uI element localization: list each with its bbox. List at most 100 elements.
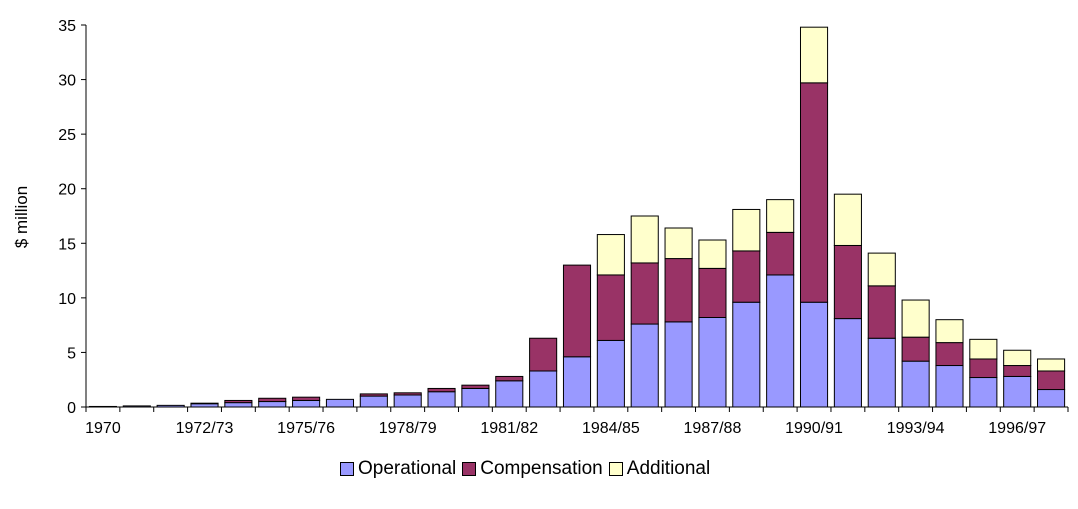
bar-compensation-1982-83 xyxy=(529,337,558,372)
bar-compensation-1991-92 xyxy=(833,244,862,320)
bar-compensation-1997-98 xyxy=(1037,370,1066,391)
bar-additional-1994-95 xyxy=(935,319,964,344)
bar-operational-1971-72 xyxy=(156,404,185,408)
bar-operational-1995-96 xyxy=(969,377,998,408)
bar-operational-1980-81 xyxy=(461,387,490,408)
bar-compensation-1980-81 xyxy=(461,384,490,389)
bar-operational-1970-71 xyxy=(122,405,151,408)
bar-compensation-1986-87 xyxy=(664,258,693,323)
bar-additional-1993-94 xyxy=(901,299,930,338)
bar-compensation-1974-75 xyxy=(258,397,287,403)
bar-compensation-1994-95 xyxy=(935,342,964,367)
bar-additional-1984-85 xyxy=(596,234,625,276)
bar-operational-1986-87 xyxy=(664,321,693,408)
bar-operational-1973-74 xyxy=(224,402,253,408)
x-tick-label: 1975/76 xyxy=(277,420,335,437)
bar-compensation-1977-78 xyxy=(359,393,388,397)
bar-operational-1979-80 xyxy=(427,391,456,408)
bars xyxy=(88,26,1066,408)
x-tick-label: 1984/85 xyxy=(582,420,640,437)
y-axis: 0 5 10 15 20 25 30 35 xyxy=(58,18,87,417)
bar-operational-1985-86 xyxy=(630,323,659,408)
bar-operational-1983-84 xyxy=(562,356,592,408)
bar-compensation-1990-91 xyxy=(799,82,829,303)
legend: Operational Compensation Additional xyxy=(340,456,710,482)
bar-operational-1975-76 xyxy=(292,399,321,408)
bar-operational-1993-94 xyxy=(901,360,930,408)
bar-additional-1990-91 xyxy=(799,26,829,84)
bar-operational-1996-97 xyxy=(1003,375,1032,408)
bar-operational-1997-98 xyxy=(1037,389,1066,408)
x-tick-label: 1981/82 xyxy=(480,420,538,437)
bar-compensation-1985-86 xyxy=(630,262,659,325)
legend-item-operational: Operational xyxy=(340,458,456,480)
bar-compensation-1987-88 xyxy=(698,267,727,319)
x-tick-label: 1970 xyxy=(85,420,121,437)
bar-additional-1987-88 xyxy=(698,239,727,269)
x-tick-label: 1996/97 xyxy=(988,420,1046,437)
bar-operational-1982-83 xyxy=(529,370,558,408)
y-tick-label: 25 xyxy=(58,127,76,144)
bar-compensation-1988-89 xyxy=(732,250,761,303)
legend-swatch-compensation xyxy=(462,462,477,476)
bar-compensation-1992-93 xyxy=(867,285,896,339)
bar-operational-1970 xyxy=(88,405,117,408)
bar-operational-1987-88 xyxy=(698,317,727,408)
bar-additional-1992-93 xyxy=(867,252,896,287)
bar-additional-1997-98 xyxy=(1037,358,1066,372)
bar-compensation-1983-84 xyxy=(562,264,592,358)
bar-operational-1994-95 xyxy=(935,365,964,408)
bar-compensation-1996-97 xyxy=(1003,365,1032,377)
bar-additional-1985-86 xyxy=(630,215,659,264)
y-tick-label: 15 xyxy=(58,236,76,253)
legend-item-additional: Additional xyxy=(608,458,711,480)
bar-additional-1989-90 xyxy=(766,199,795,233)
x-axis: 1970 1972/73 1975/76 1978/79 1981/82 1984/85 1… xyxy=(85,406,1069,437)
bar-operational-1991-92 xyxy=(833,318,862,408)
y-tick-label: 5 xyxy=(67,345,76,362)
bar-compensation-1978-79 xyxy=(393,392,422,396)
bar-operational-1976-77 xyxy=(325,398,355,408)
bar-additional-1995-96 xyxy=(969,338,998,360)
bar-operational-1981-82 xyxy=(495,380,524,408)
bar-operational-1990-91 xyxy=(799,301,829,408)
bar-additional-1986-87 xyxy=(664,227,693,260)
y-tick-label: 10 xyxy=(58,291,76,308)
x-tick-label: 1987/88 xyxy=(684,420,742,437)
bar-compensation-1995-96 xyxy=(969,358,998,379)
bar-operational-1988-89 xyxy=(732,301,761,408)
bar-compensation-1984-85 xyxy=(596,274,625,341)
bar-operational-1984-85 xyxy=(596,339,625,408)
x-tick-label: 1993/94 xyxy=(887,420,945,437)
bar-compensation-1975-76 xyxy=(292,396,321,401)
bar-additional-1996-97 xyxy=(1003,349,1032,367)
x-tick-label: 1978/79 xyxy=(379,420,437,437)
y-axis-label: $ million xyxy=(12,186,31,248)
legend-swatch-additional xyxy=(608,462,623,476)
y-tick-label: 0 xyxy=(67,400,76,417)
bar-compensation-1981-82 xyxy=(495,375,524,382)
legend-swatch-operational xyxy=(340,462,354,476)
legend-label-compensation: Compensation xyxy=(480,458,603,479)
y-tick-label: 20 xyxy=(58,182,76,199)
legend-item-compensation: Compensation xyxy=(462,458,603,480)
x-tick-label: 1972/73 xyxy=(176,420,234,437)
bar-compensation-1993-94 xyxy=(901,336,930,362)
bar-compensation-1979-80 xyxy=(427,387,456,393)
legend-label-operational: Operational xyxy=(358,458,457,479)
bar-additional-1991-92 xyxy=(833,193,862,246)
bar-compensation-1972-73 xyxy=(190,402,219,405)
bar-operational-1989-90 xyxy=(766,274,795,408)
bar-operational-1974-75 xyxy=(258,401,287,408)
y-tick-label: 35 xyxy=(58,18,76,35)
y-tick-label: 30 xyxy=(58,73,76,90)
bar-additional-1988-89 xyxy=(732,208,761,252)
bar-operational-1978-79 xyxy=(393,394,422,408)
legend-label-additional: Additional xyxy=(626,458,711,479)
bar-compensation-1973-74 xyxy=(224,399,253,404)
x-tick-label: 1990/91 xyxy=(785,420,843,437)
bar-operational-1992-93 xyxy=(867,337,896,408)
bar-operational-1977-78 xyxy=(359,395,388,408)
bar-compensation-1989-90 xyxy=(766,231,795,276)
